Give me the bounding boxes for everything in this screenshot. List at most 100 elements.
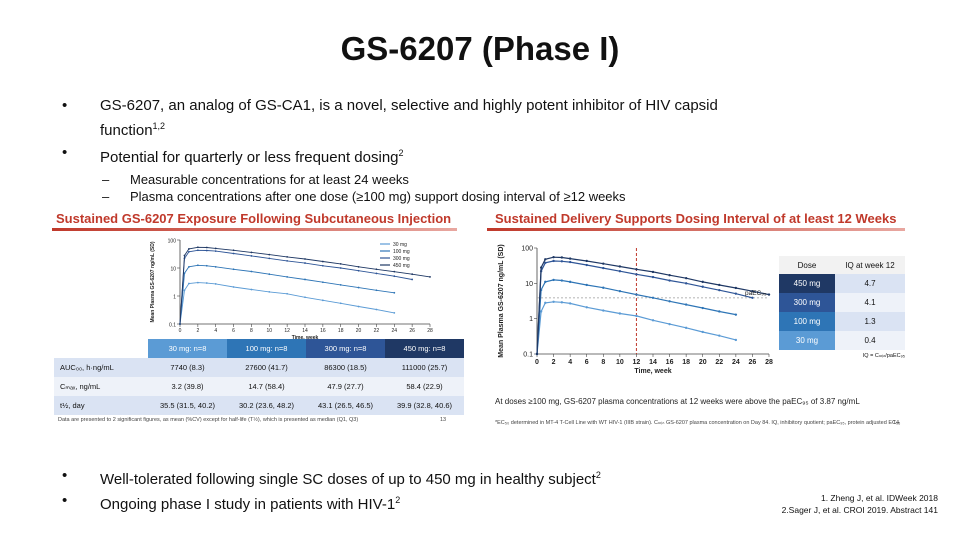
data-point: [701, 306, 704, 310]
table-row: Cₘₐₓ, ng/mL 3.2 (39.8) 14.7 (58.4) 47.9 …: [54, 377, 464, 396]
data-point: [568, 257, 572, 260]
data-point: [539, 310, 543, 313]
x-tick-label: 10: [616, 359, 624, 366]
x-tick-label: 24: [732, 359, 740, 366]
data-point: [188, 250, 190, 253]
row-label: t½, day: [60, 401, 85, 410]
table-cell: 14.7 (58.4): [248, 382, 285, 391]
data-point: [232, 268, 235, 271]
y-tick-label: 10: [170, 267, 176, 273]
table-cell: 58.4 (22.9): [406, 382, 443, 391]
bullet-text: Potential for quarterly or less frequent…: [100, 149, 399, 166]
data-point: [205, 249, 208, 252]
data-point: [602, 286, 605, 289]
bullet-marker: •: [62, 492, 68, 509]
data-point: [602, 266, 605, 270]
data-point: [751, 296, 754, 299]
data-point: [268, 257, 271, 260]
left-footnote: Data are presented to 2 significant figu…: [58, 417, 359, 423]
data-point: [552, 255, 555, 259]
data-point: [321, 264, 324, 267]
data-point: [357, 305, 360, 308]
bullet-text: GS-6207, an analog of GS-CA1, is a novel…: [100, 97, 718, 139]
y-axis-label: Mean Plasma GS-6207 ng/mL (SD): [150, 241, 156, 322]
y-tick-label: 1: [529, 316, 533, 323]
data-point: [357, 269, 360, 272]
legend-label: 300 mg: [393, 256, 410, 262]
top-bullets: • GS-6207, an analog of GS-CA1, is a nove…: [62, 96, 762, 205]
data-point: [651, 296, 655, 299]
data-point: [635, 314, 638, 318]
data-point: [585, 283, 588, 287]
right-page-number: 14: [893, 420, 900, 426]
x-tick-label: 4: [568, 359, 572, 366]
data-point: [339, 283, 342, 286]
bullet-superscript: 2: [395, 495, 401, 505]
data-point: [585, 259, 588, 263]
data-point: [411, 273, 414, 276]
iq-row: 30 mg 0.4: [779, 331, 905, 350]
data-point: [250, 251, 253, 254]
x-tick-label: 0: [535, 359, 539, 366]
bullet-superscript: 2: [595, 470, 601, 480]
data-point: [196, 249, 199, 252]
data-point: [718, 310, 721, 313]
x-tick-label: 8: [601, 359, 605, 366]
right-chart-panel: Sustained Delivery Supports Dosing Inter…: [487, 208, 907, 430]
data-point: [635, 268, 638, 271]
right-panel-title: Sustained Delivery Supports Dosing Inter…: [495, 211, 897, 226]
data-point: [668, 273, 671, 277]
x-tick-label: 14: [649, 359, 657, 366]
right-chart-note: At doses ≥100 mg, GS-6207 plasma concent…: [495, 397, 860, 406]
data-point: [618, 270, 622, 273]
pk-parameters-table: 30 mg: n=8 100 mg: n=8 300 mg: n=8 450 m…: [54, 339, 464, 415]
data-point: [568, 302, 572, 305]
data-point: [183, 289, 186, 292]
data-point: [560, 256, 564, 259]
data-point: [250, 288, 253, 291]
series-line: [179, 249, 413, 325]
table-header-30mg: 30 mg: n=8: [148, 339, 227, 358]
data-point: [734, 313, 738, 316]
data-point: [544, 261, 547, 265]
references: 1. Zheng J, et al. IDWeek 2018 2.Sager J…: [782, 492, 938, 516]
data-point: [286, 276, 289, 278]
x-tick-label: 20: [699, 359, 707, 366]
data-point: [196, 281, 199, 284]
x-tick-label: 2: [196, 328, 199, 334]
data-point: [268, 253, 271, 256]
x-tick-label: 8: [250, 328, 253, 334]
legend-label: 450 mg: [393, 263, 410, 269]
data-point: [411, 278, 414, 281]
data-point: [651, 270, 655, 274]
data-point: [535, 352, 539, 356]
data-point: [585, 263, 588, 267]
data-point: [304, 258, 306, 260]
bullet-item: • Ongoing phase I study in patients with …: [62, 490, 742, 515]
legend-label: 30 mg: [393, 242, 407, 248]
data-point: [268, 291, 271, 293]
data-point: [375, 308, 378, 311]
series-line: [536, 260, 753, 355]
data-point: [544, 258, 547, 261]
dash-marker: –: [102, 189, 110, 204]
title-underline: [52, 228, 457, 231]
y-tick-label: 100: [521, 246, 533, 253]
x-tick-label: 6: [585, 359, 589, 366]
data-point: [393, 291, 396, 294]
data-point: [286, 259, 289, 262]
left-chart-panel: Sustained GS-6207 Exposure Following Sub…: [52, 208, 464, 430]
data-point: [602, 262, 605, 265]
iq-dose-cell: 450 mg: [779, 274, 835, 293]
dash-marker: –: [102, 172, 110, 187]
data-point: [205, 282, 208, 284]
row-label: AUC₀₀, h·ng/mL: [60, 363, 114, 372]
x-tick-label: 16: [666, 359, 674, 366]
data-point: [196, 264, 199, 267]
data-point: [188, 282, 190, 285]
table-cell: 35.5 (31.5, 40.2): [159, 401, 216, 410]
x-tick-label: 2: [552, 359, 556, 366]
data-point: [196, 246, 199, 249]
data-point: [393, 275, 396, 278]
iq-value-cell: 4.1: [864, 298, 876, 307]
